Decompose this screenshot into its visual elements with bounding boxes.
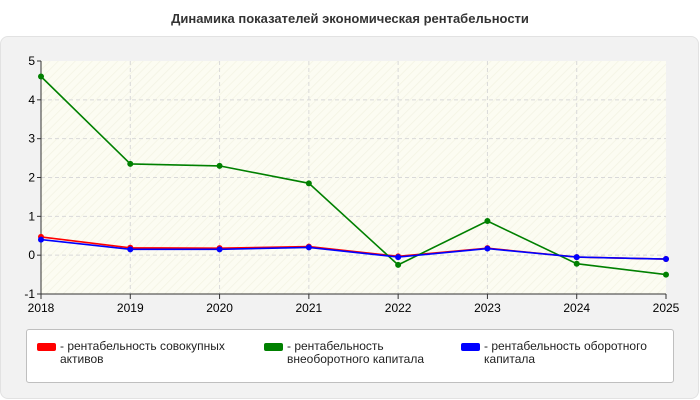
legend-swatch [264,343,283,351]
data-point [484,217,491,224]
data-point [395,261,402,268]
data-point [305,180,312,187]
x-tick-label: 2022 [385,301,412,315]
legend-item[interactable]: - рентабельность совокупных активов [37,340,260,366]
series-line [40,238,667,260]
data-point [127,160,134,167]
series-2 [38,73,669,278]
data-point [127,246,134,253]
data-point [395,254,402,261]
y-tick-label: 4 [28,93,35,107]
legend: - рентабельность совокупных активов - рен… [26,329,674,383]
x-tick-label: 2021 [296,301,323,315]
y-tick-label: -1 [24,287,35,301]
tick-labels: -1 0 1 2 3 4 5 2018 2019 2020 2021 2022 2023 2024 2025 [24,54,679,315]
y-tick-label: 1 [28,209,35,223]
data-point [663,271,669,278]
data-point [484,245,491,252]
legend-swatch [461,343,480,351]
data-point [38,236,44,243]
x-tick-label: 2023 [474,301,501,315]
legend-label: - рентабельность совокупных активов [60,339,225,366]
data-point [663,256,669,263]
legend-swatch [37,343,56,351]
data-point [38,73,44,80]
axes [37,60,667,299]
data-point [573,254,580,261]
legend-label: - рентабельность внеоборотного капитала [287,339,424,366]
x-tick-label: 2024 [563,301,590,315]
series-line [40,75,667,276]
y-tick-label: 0 [28,248,35,262]
x-tick-label: 2020 [206,301,233,315]
y-tick-label: 5 [28,54,35,68]
y-tick-label: 2 [28,171,35,185]
x-tick-label: 2019 [117,301,144,315]
series [38,73,669,278]
data-point [216,246,223,253]
legend-item[interactable]: - рентабельность внеоборотного капитала [264,340,467,366]
data-point [573,260,580,267]
data-point [305,244,312,251]
y-tick-label: 3 [28,132,35,146]
chart-title: Динамика показателей экономическая рента… [171,11,529,26]
legend-item[interactable]: - рентабельность оборотного капитала [461,340,689,366]
legend-label: - рентабельность оборотного капитала [484,339,647,366]
series-3 [38,236,669,263]
x-tick-label: 2025 [653,301,680,315]
data-point [216,162,223,169]
x-tick-label: 2018 [28,301,55,315]
